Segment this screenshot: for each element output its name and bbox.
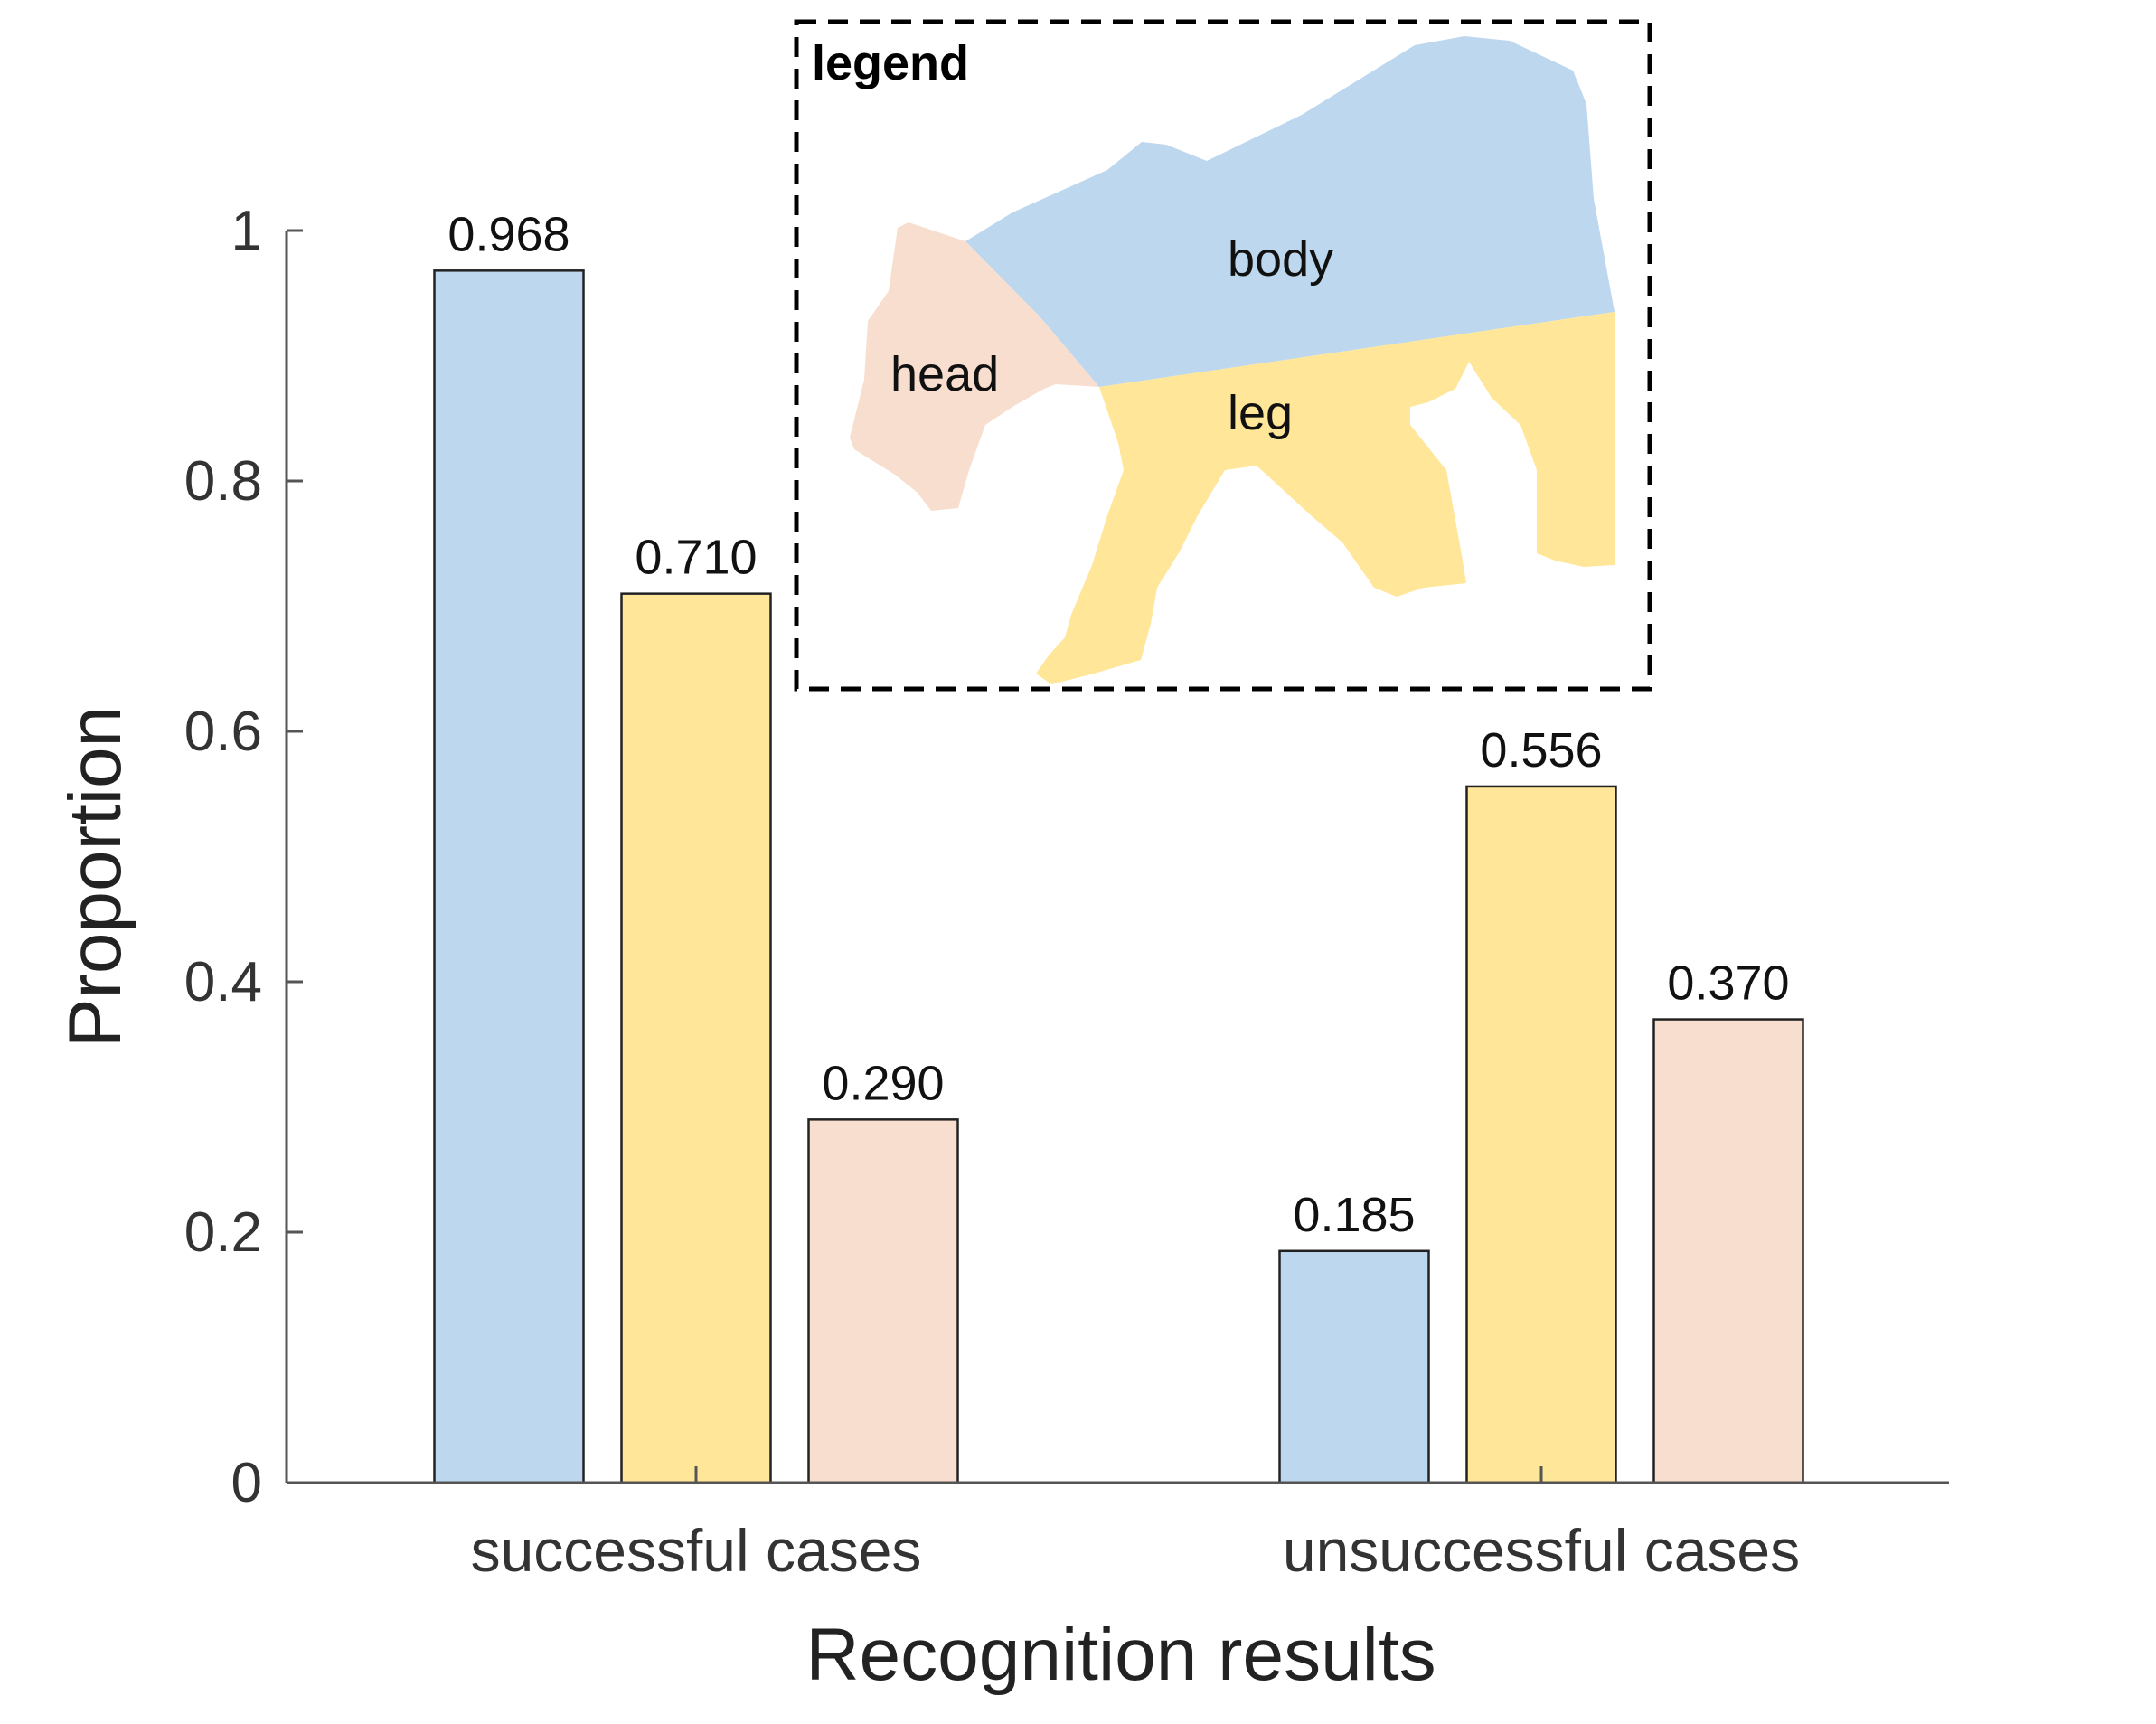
legend-swatch-head — [850, 222, 1099, 511]
bar-value-label: 0.556 — [1480, 723, 1602, 777]
x-axis-title: Recognition results — [805, 1614, 1436, 1696]
y-tick-label: 0.4 — [184, 951, 262, 1013]
y-tick-label: 0.6 — [184, 701, 262, 763]
legend: legend body head leg — [794, 19, 1652, 692]
legend-label-head: head — [890, 347, 999, 401]
legend-label-body: body — [1228, 232, 1333, 287]
legend-title: legend — [812, 36, 969, 90]
bar-leg-1 — [1465, 785, 1617, 1484]
y-tick-label: 0.8 — [184, 450, 262, 513]
legend-label-leg: leg — [1228, 386, 1293, 440]
bar-head-0 — [807, 1118, 959, 1484]
x-ticks-group: successful cases unsuccessful cases — [471, 1466, 1800, 1584]
legend-frame — [794, 19, 1652, 692]
bar-labels-group: 0.968 0.185 0.710 0.556 0.290 0.370 — [447, 207, 1789, 1241]
bars-group — [433, 269, 1804, 1484]
bar-value-label: 0.370 — [1667, 956, 1789, 1011]
legend-swatch-body — [965, 36, 1615, 387]
bar-body-1 — [1278, 1249, 1430, 1484]
animal-silhouette-icon — [850, 36, 1615, 684]
bar-leg-0 — [620, 592, 772, 1484]
y-tick-label: 0.2 — [184, 1201, 262, 1264]
y-ticks-group: 0 0.2 0.4 0.6 0.8 1 — [184, 200, 303, 1514]
y-tick-label: 0 — [231, 1452, 262, 1514]
y-tick-label: 1 — [231, 200, 262, 262]
bar-body-0 — [433, 269, 585, 1484]
bar-value-label: 0.290 — [822, 1056, 944, 1110]
legend-swatch-leg — [1036, 312, 1615, 684]
x-category-label: unsuccessful cases — [1283, 1517, 1800, 1584]
bar-value-label: 0.185 — [1293, 1188, 1415, 1242]
x-category-label: successful cases — [471, 1517, 922, 1584]
bar-value-label: 0.710 — [635, 531, 757, 585]
y-axis-title: Proportion — [54, 706, 137, 1048]
bar-value-label: 0.968 — [447, 207, 570, 261]
bar-head-1 — [1652, 1018, 1804, 1484]
